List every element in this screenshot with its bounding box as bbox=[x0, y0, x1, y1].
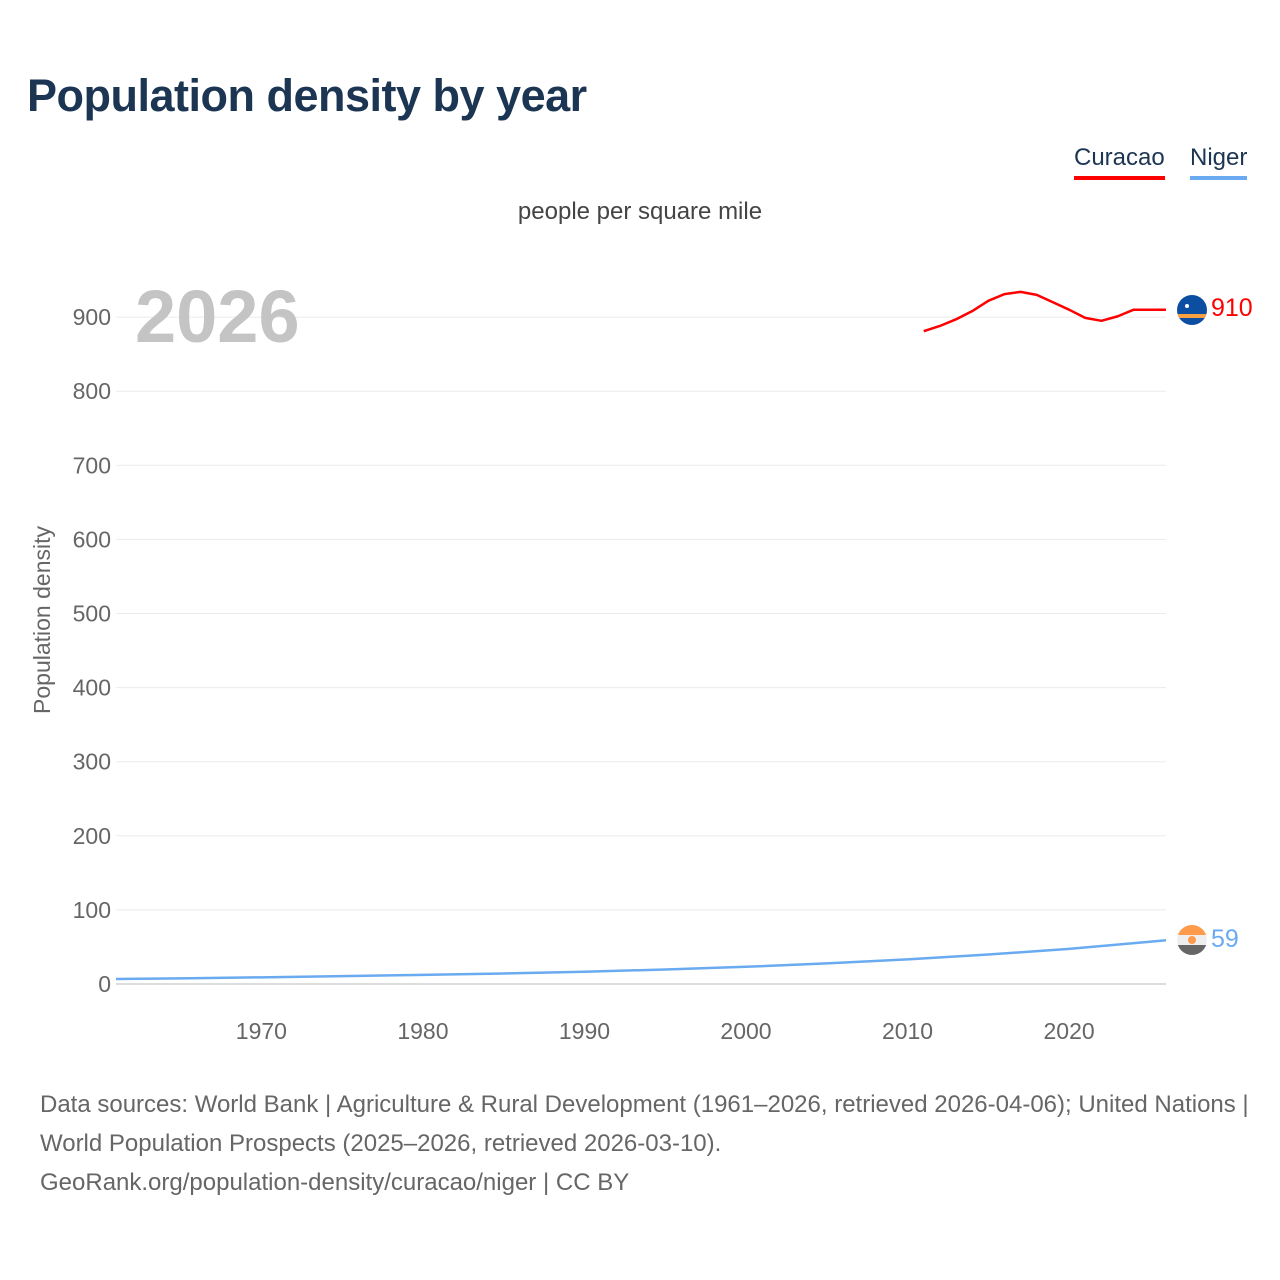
y-axis-label: Population density bbox=[29, 526, 55, 714]
source-link[interactable]: GeoRank.org/population-density/curacao/n… bbox=[40, 1169, 630, 1196]
niger-end-label: 59 bbox=[1211, 925, 1239, 953]
year-watermark: 2026 bbox=[135, 275, 300, 358]
niger-flag-icon bbox=[1177, 925, 1207, 955]
curacao-flag-icon bbox=[1177, 295, 1207, 325]
x-tick-label: 2020 bbox=[1043, 1018, 1094, 1044]
y-tick-label: 700 bbox=[73, 452, 111, 478]
y-tick-label: 200 bbox=[73, 823, 111, 849]
y-tick-label: 600 bbox=[73, 526, 111, 552]
y-tick-label: 0 bbox=[98, 971, 111, 997]
y-tick-label: 500 bbox=[73, 601, 111, 627]
y-tick-label: 300 bbox=[73, 749, 111, 775]
y-tick-label: 900 bbox=[73, 304, 111, 330]
footer-sources: Data sources: World Bank | Agriculture &… bbox=[40, 1085, 1250, 1202]
curacao-end-label: 910 bbox=[1211, 294, 1253, 322]
y-tick-label: 400 bbox=[73, 675, 111, 701]
series-line-niger bbox=[115, 939, 1167, 981]
y-tick-label: 800 bbox=[73, 378, 111, 404]
x-tick-label: 1980 bbox=[397, 1018, 448, 1044]
y-tick-label: 100 bbox=[73, 897, 111, 923]
chart-subtitle: people per square mile bbox=[517, 198, 763, 225]
legend-niger[interactable]: Niger bbox=[1190, 144, 1248, 180]
data-sources-text: Data sources: World Bank | Agriculture &… bbox=[40, 1091, 1249, 1157]
x-tick-label: 1990 bbox=[559, 1018, 610, 1044]
series-line-curacao bbox=[923, 290, 1166, 333]
x-tick-label: 2010 bbox=[882, 1018, 933, 1044]
page-title: Population density by year bbox=[27, 70, 587, 121]
x-tick-label: 2000 bbox=[720, 1018, 771, 1044]
legend-curacao[interactable]: Curacao bbox=[1074, 144, 1165, 180]
x-tick-label: 1970 bbox=[236, 1018, 287, 1044]
